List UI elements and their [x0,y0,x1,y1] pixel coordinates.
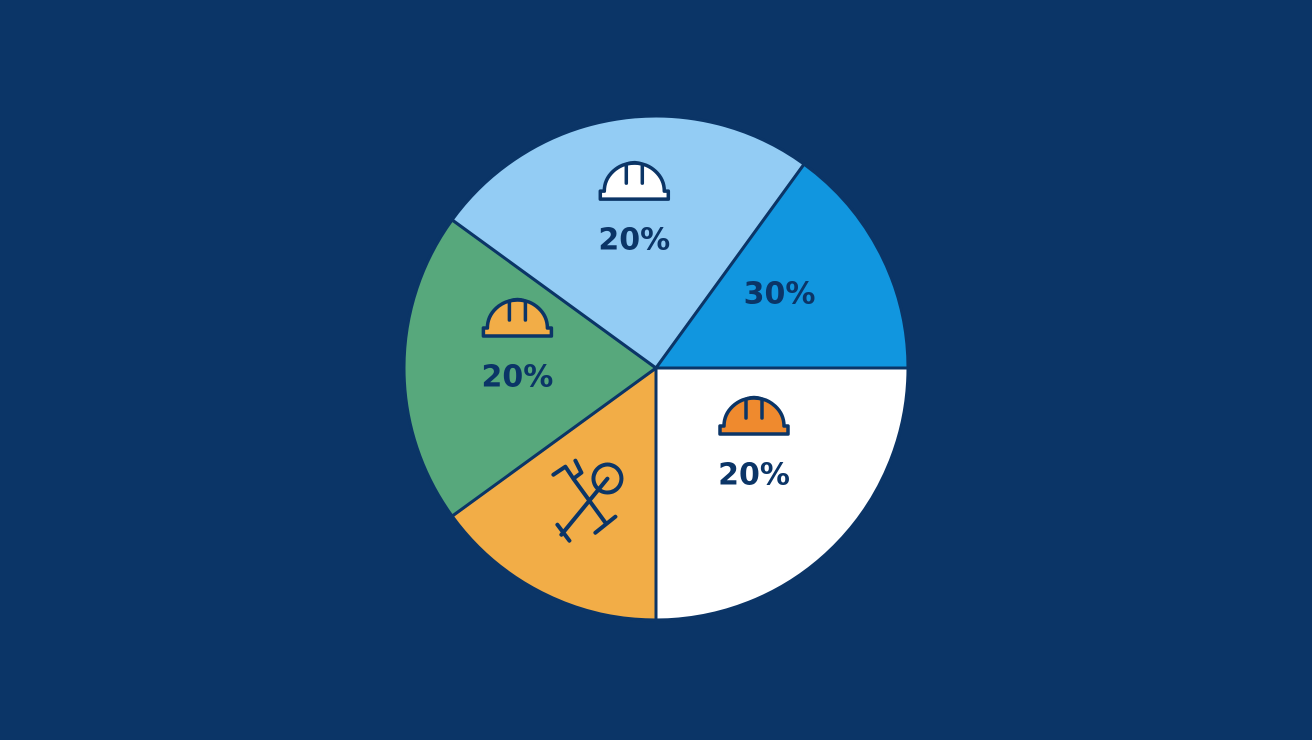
icons-layer [481,160,790,543]
labels-layer: 20% 20% 20% 30% [481,223,815,493]
pie-slice-3 [450,114,807,371]
hard-hat-icon-0 [718,395,790,436]
hard-hat-icon-2 [481,297,554,338]
pie-slice-4 [653,162,910,370]
tools-icon-1 [551,458,624,543]
pie-slice-0 [654,366,910,622]
slice-label-3: 20% [598,223,670,258]
pie-slice-2 [402,217,659,519]
pie-slice-1 [450,365,658,622]
slice-label-2: 20% [481,360,553,395]
hard-hat-icon-3 [598,160,671,201]
slice-label-4: 30% [744,277,816,312]
slice-label-0: 20% [718,458,790,493]
